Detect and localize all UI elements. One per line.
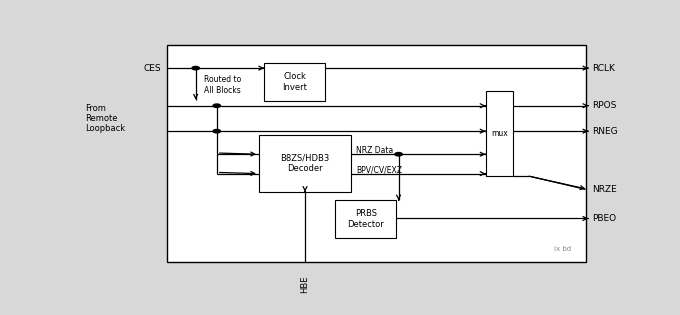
Circle shape: [395, 152, 403, 156]
Circle shape: [213, 104, 220, 107]
Text: From
Remote
Loopback: From Remote Loopback: [85, 104, 125, 133]
FancyBboxPatch shape: [167, 45, 585, 262]
FancyBboxPatch shape: [486, 91, 513, 176]
Text: CES: CES: [143, 64, 161, 73]
Text: NRZE: NRZE: [592, 185, 617, 194]
Text: PBEO: PBEO: [592, 214, 616, 223]
Text: Routed to
All Blocks: Routed to All Blocks: [203, 75, 241, 95]
Text: ix bd: ix bd: [554, 246, 571, 252]
Text: PRBS
Detector: PRBS Detector: [347, 209, 384, 229]
Circle shape: [192, 66, 199, 70]
Text: BPV/CV/EXZ: BPV/CV/EXZ: [356, 165, 403, 175]
Text: B8ZS/HDB3
Decoder: B8ZS/HDB3 Decoder: [280, 154, 330, 173]
FancyBboxPatch shape: [335, 200, 396, 238]
Text: RCLK: RCLK: [592, 64, 615, 73]
Text: mux: mux: [491, 129, 507, 138]
Text: RPOS: RPOS: [592, 101, 616, 110]
Text: HBE: HBE: [301, 276, 309, 293]
Circle shape: [213, 129, 220, 133]
Text: RNEG: RNEG: [592, 127, 617, 136]
Text: NRZ Data: NRZ Data: [356, 146, 394, 155]
Text: Clock
Invert: Clock Invert: [282, 72, 307, 92]
FancyBboxPatch shape: [259, 135, 351, 192]
FancyBboxPatch shape: [264, 63, 325, 101]
